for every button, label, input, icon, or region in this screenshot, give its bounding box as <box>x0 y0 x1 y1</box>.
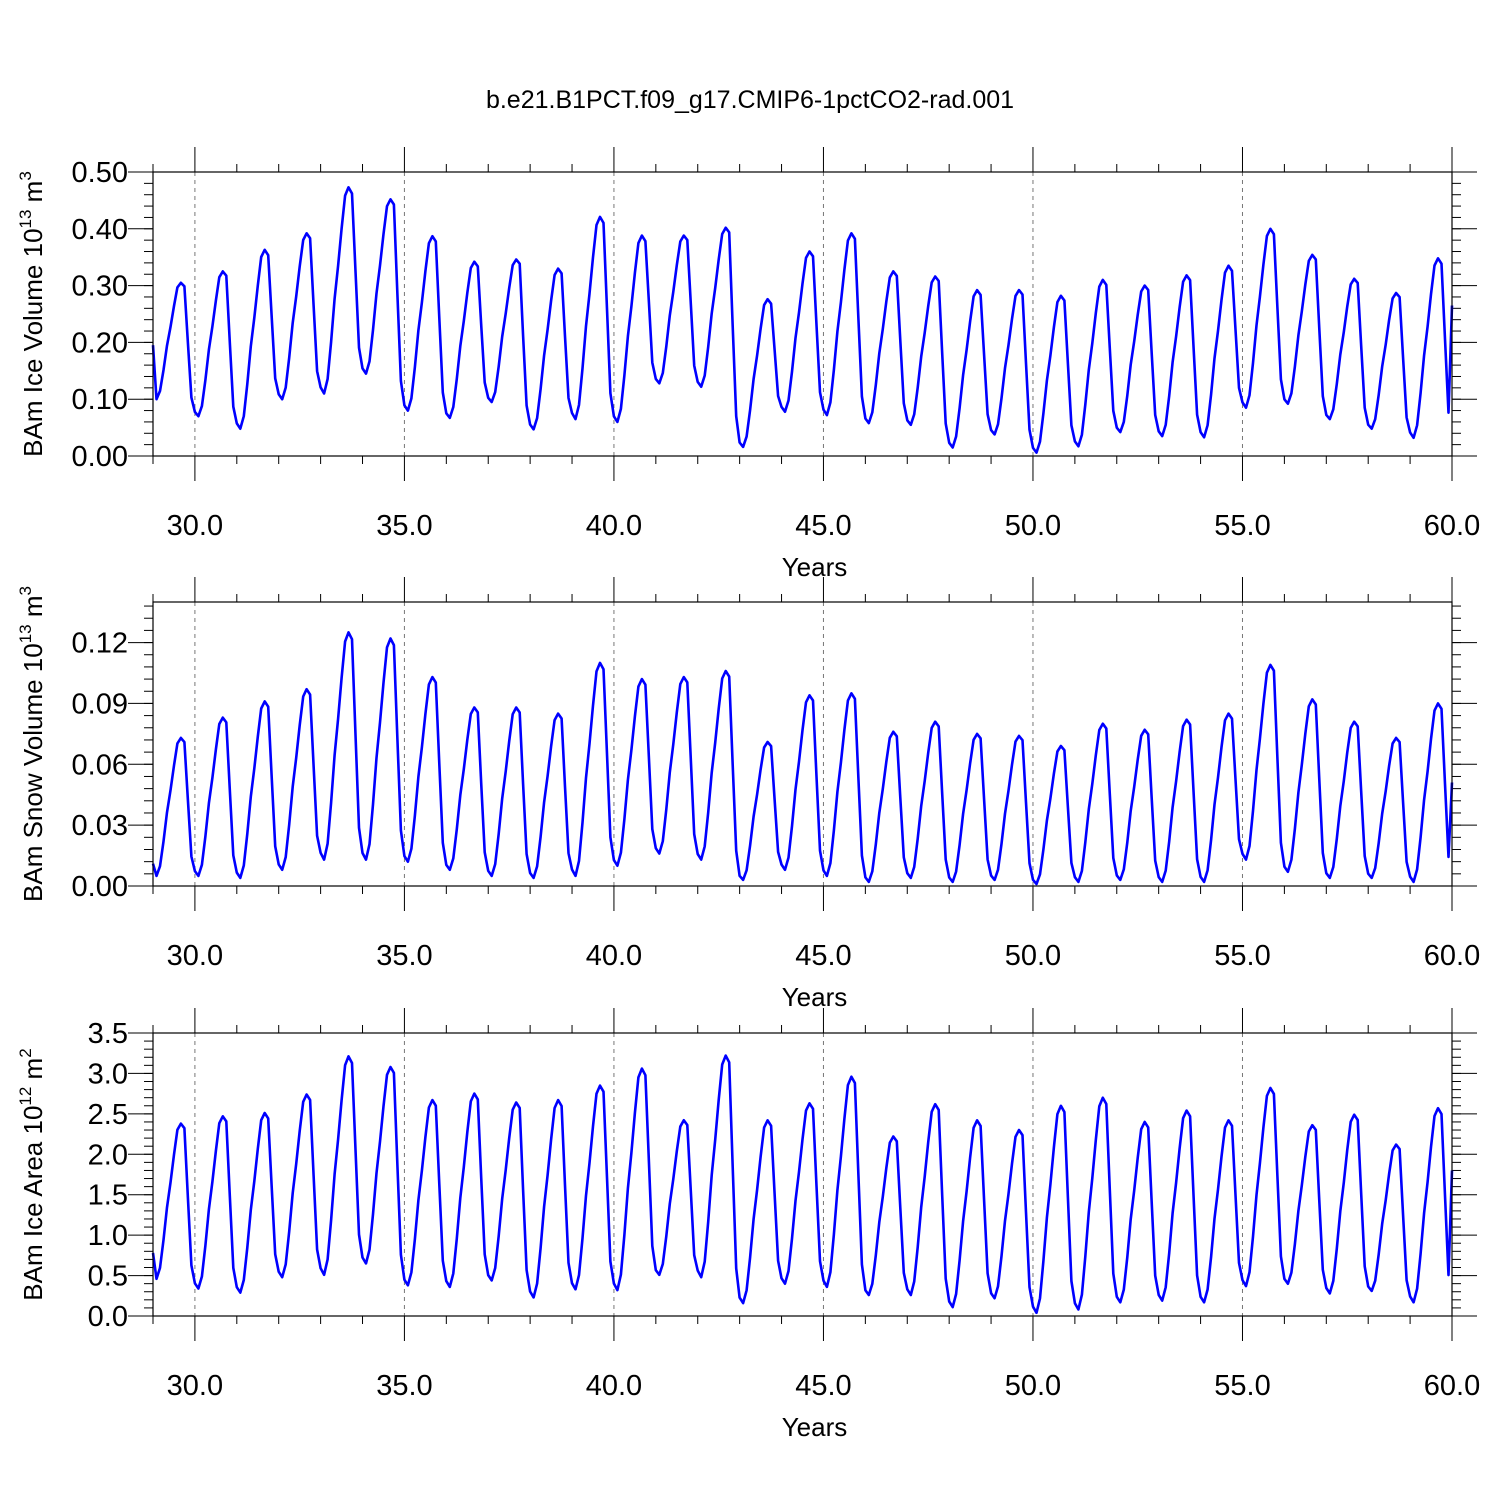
x-tick-label: 55.0 <box>1214 940 1270 972</box>
plot-frame <box>152 171 1453 457</box>
y-tick-label: 0.20 <box>72 327 128 359</box>
ice-volume-panel: 30.0 35.0 40.0 45.0 50.0 55.0 60.0 0.00 0.10 0.20… <box>16 147 1480 582</box>
y-tick-label: 0.40 <box>72 214 128 246</box>
x-tick-label: 30.0 <box>167 940 223 972</box>
y-tick-label: 0.5 <box>88 1261 128 1293</box>
y-axis-label-unit: m <box>18 595 48 624</box>
x-tick-label: 60.0 <box>1424 940 1480 972</box>
y-axis-label-unit-exponent: 3 <box>16 171 35 180</box>
y-axis-label-unit: m <box>18 1058 48 1087</box>
y-tick-label: 0.00 <box>72 441 128 473</box>
y-axis-label-text: BAm Snow Volume 10 <box>18 643 48 902</box>
x-tick-label: 30.0 <box>167 510 223 542</box>
x-tick-label: 40.0 <box>586 940 642 972</box>
y-axis-label-unit-exponent: 2 <box>16 1048 35 1057</box>
x-tick-label: 35.0 <box>376 1370 432 1402</box>
x-tick-label: 30.0 <box>167 1370 223 1402</box>
x-tick-label: 35.0 <box>376 940 432 972</box>
y-axis-label-exponent: 13 <box>16 624 35 643</box>
y-axis-label: BAm Ice Area 1012 m2 <box>16 1048 48 1300</box>
y-tick-label: 0.12 <box>72 628 128 660</box>
x-tick-label: 40.0 <box>586 1370 642 1402</box>
y-tick-label: 0.06 <box>72 749 128 781</box>
plot-frame <box>152 1032 1453 1317</box>
y-axis-label-text: BAm Ice Volume 10 <box>18 228 48 456</box>
x-tick-label: 50.0 <box>1005 940 1061 972</box>
y-tick-label: 0.0 <box>88 1301 128 1333</box>
x-tick-label: 45.0 <box>795 510 851 542</box>
y-tick-label: 0.00 <box>72 871 128 903</box>
y-tick-label: 0.09 <box>72 688 128 720</box>
x-tick-label: 45.0 <box>795 1370 851 1402</box>
y-axis-label-unit: m <box>18 181 48 210</box>
ice-area-panel: 30.0 35.0 40.0 45.0 50.0 55.0 60.0 0.0 0.5 1.0 1.5… <box>16 1008 1480 1442</box>
y-tick-label: 0.30 <box>72 271 128 303</box>
y-tick-label: 0.50 <box>72 157 128 189</box>
y-tick-label: 0.03 <box>72 810 128 842</box>
y-tick-label: 0.10 <box>72 384 128 416</box>
x-tick-label: 60.0 <box>1424 510 1480 542</box>
y-tick-label: 2.0 <box>88 1139 128 1171</box>
y-axis-label: BAm Snow Volume 1013 m3 <box>16 586 48 902</box>
x-tick-label: 45.0 <box>795 940 851 972</box>
ice-area-series-line <box>151 1054 1454 1315</box>
y-axis-label-text: BAm Ice Area 10 <box>18 1106 48 1301</box>
x-tick-label: 60.0 <box>1424 1370 1480 1402</box>
figure-title: b.e21.B1PCT.f09_g17.CMIP6-1pctCO2-rad.00… <box>486 86 1014 114</box>
y-tick-label: 3.5 <box>88 1018 128 1050</box>
x-tick-label: 35.0 <box>376 510 432 542</box>
snow-volume-panel: 30.0 35.0 40.0 45.0 50.0 55.0 60.0 0.00 0.03 0.06… <box>16 577 1480 1012</box>
x-axis-label: Years <box>782 982 848 1012</box>
x-tick-label: 55.0 <box>1214 1370 1270 1402</box>
y-axis-label-exponent: 12 <box>16 1087 35 1106</box>
x-tick-label: 40.0 <box>586 510 642 542</box>
plot-frame <box>152 601 1453 887</box>
ice-volume-series-line <box>151 186 1454 454</box>
x-axis-label: Years <box>782 1412 848 1442</box>
y-tick-label: 2.5 <box>88 1099 128 1131</box>
y-axis-label-unit-exponent: 3 <box>16 586 35 595</box>
x-tick-label: 50.0 <box>1005 510 1061 542</box>
y-tick-label: 1.0 <box>88 1220 128 1252</box>
y-axis-label-exponent: 13 <box>16 210 35 229</box>
y-tick-label: 3.0 <box>88 1058 128 1090</box>
y-axis-label: BAm Ice Volume 1013 m3 <box>16 171 48 457</box>
y-tick-label: 1.5 <box>88 1180 128 1212</box>
x-tick-label: 55.0 <box>1214 510 1270 542</box>
x-axis-label: Years <box>782 552 848 582</box>
x-tick-label: 50.0 <box>1005 1370 1061 1402</box>
snow-volume-series-line <box>151 631 1454 886</box>
